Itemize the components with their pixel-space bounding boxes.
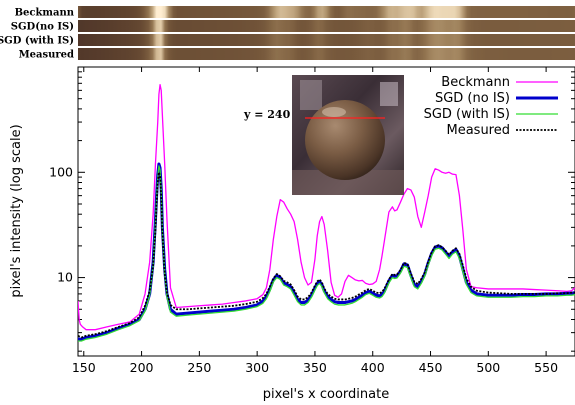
y-tick-label-10: 10 (57, 270, 73, 285)
legend-label-1: SGD (no IS) (435, 91, 510, 106)
x-tick-label-500: 500 (476, 360, 500, 375)
strip-2 (78, 34, 575, 46)
strip-1 (78, 20, 575, 32)
measurement-strips: Beckmann SGD(no IS) SGD (with IS) Measured (0, 6, 575, 61)
strip-3 (78, 48, 575, 60)
strip-label-3: Measured (19, 50, 74, 61)
legend-label-3: Measured (446, 123, 510, 138)
strip-label-1: SGD(no IS) (11, 22, 74, 33)
inset-window (380, 82, 398, 106)
y-tick-label-100: 100 (49, 164, 73, 179)
strip-0 (78, 6, 575, 18)
x-tick-label-450: 450 (419, 360, 443, 375)
x-tick-label-400: 400 (361, 360, 385, 375)
x-tick-label-350: 350 (303, 360, 327, 375)
strip-label-2: SGD (with IS) (0, 36, 74, 47)
x-tick-label-150: 150 (72, 360, 96, 375)
inset-light-blob (300, 80, 322, 110)
scanline-annotation: y = 240 (243, 108, 291, 121)
x-tick-label-250: 250 (187, 360, 211, 375)
sphere-highlight (322, 107, 346, 117)
x-tick-label-200: 200 (130, 360, 154, 375)
x-tick-label-300: 300 (245, 360, 269, 375)
strip-label-0: Beckmann (15, 8, 75, 19)
y-axis-title: pixel's intensity (log scale) (9, 124, 24, 297)
legend-label-2: SGD (with IS) (424, 107, 510, 122)
inset-render (292, 75, 404, 195)
legend-label-0: Beckmann (441, 75, 510, 90)
x-axis-title: pixel's x coordinate (263, 387, 389, 402)
x-tick-label-550: 550 (534, 360, 558, 375)
